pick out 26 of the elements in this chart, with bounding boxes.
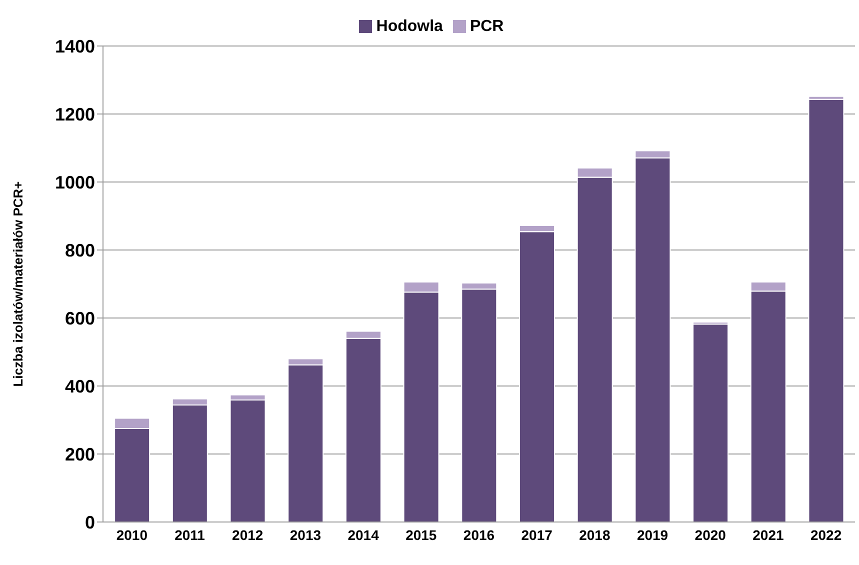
y-tick-label: 1400 bbox=[54, 36, 95, 56]
legend-label: Hodowla bbox=[376, 18, 443, 35]
y-tick-label: 1200 bbox=[54, 104, 95, 124]
legend-label: PCR bbox=[470, 18, 504, 35]
y-tick-label: 800 bbox=[64, 240, 95, 260]
x-tick-label: 2011 bbox=[174, 526, 206, 543]
x-tick-label: 2012 bbox=[232, 526, 264, 543]
x-tick-label: 2021 bbox=[752, 526, 784, 543]
bar bbox=[808, 98, 844, 522]
x-tick-label: 2015 bbox=[406, 526, 437, 543]
y-tick-label: 1000 bbox=[54, 172, 95, 192]
x-tick-label: 2022 bbox=[810, 526, 842, 543]
x-tick-label: 2010 bbox=[116, 526, 148, 543]
y-tick-label: 400 bbox=[64, 376, 95, 396]
x-tick-label: 2013 bbox=[290, 526, 322, 543]
x-tick-label: 2020 bbox=[694, 526, 726, 543]
x-tick-label: 2014 bbox=[348, 526, 380, 543]
x-tick-label: 2018 bbox=[579, 526, 610, 543]
y-tick-label: 600 bbox=[64, 308, 95, 328]
y-tick-label: 0 bbox=[84, 512, 95, 532]
y-tick-label: 200 bbox=[64, 444, 95, 464]
y-axis-title: Liczba izolatów/materiałów PCR+ bbox=[10, 180, 26, 387]
x-tick-label: 2017 bbox=[521, 526, 553, 543]
x-tick-label: 2016 bbox=[463, 526, 495, 543]
bar bbox=[692, 324, 729, 522]
x-tick-label: 2019 bbox=[636, 526, 668, 543]
